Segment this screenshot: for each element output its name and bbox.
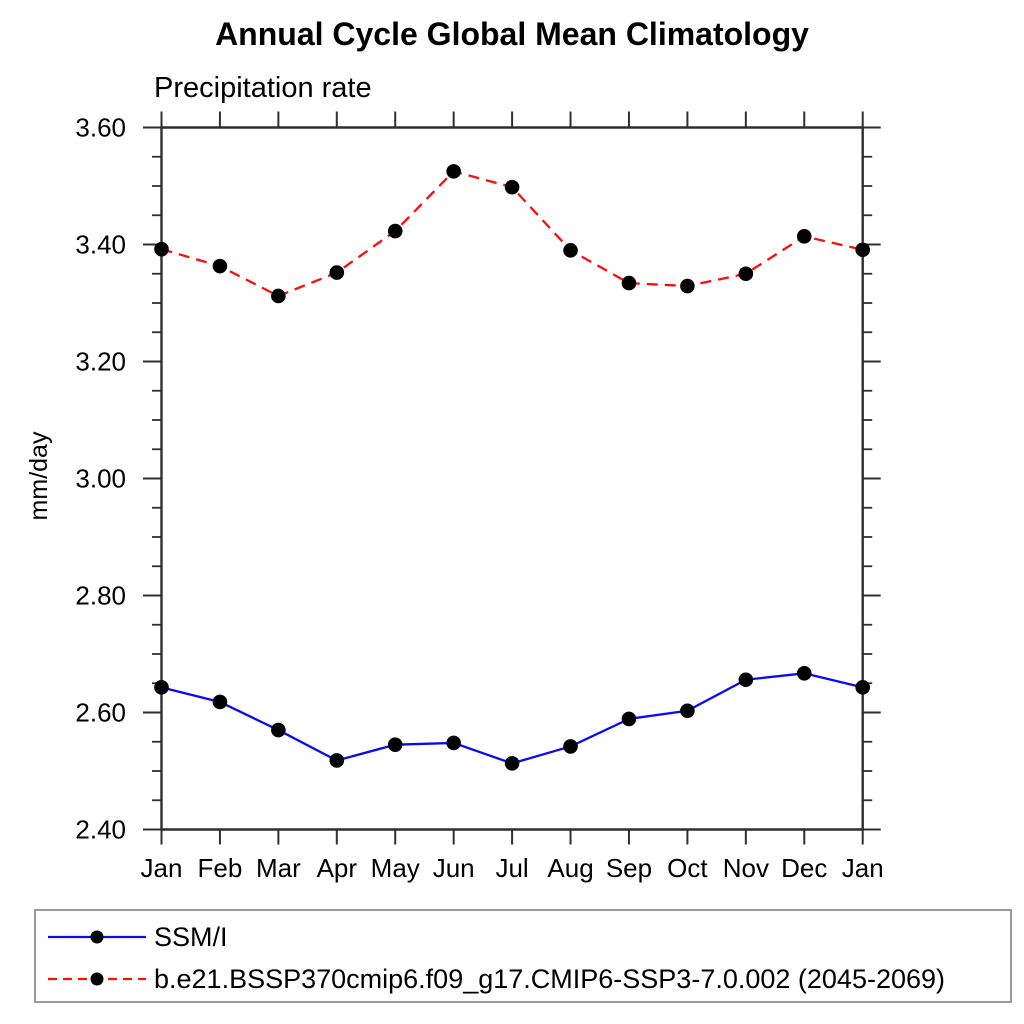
legend-marker-dot: [90, 930, 104, 944]
y-axis-label: mm/day: [25, 431, 53, 520]
series-line-0: [161, 672, 863, 765]
data-point-s1: [329, 265, 345, 280]
data-point-s0: [738, 672, 754, 688]
x-tick-label: Oct: [667, 853, 708, 883]
data-point-s0: [563, 739, 578, 754]
y-tick-label: 2.40: [75, 815, 126, 845]
data-point-s1: [504, 179, 520, 195]
data-point-s1: [271, 288, 286, 304]
data-point-s1: [446, 164, 461, 179]
data-point-s1: [154, 241, 169, 257]
legend-line-sample-dashed: [48, 972, 146, 986]
legend-line-sample-solid: [48, 930, 146, 944]
x-tick-label: Mar: [256, 853, 301, 883]
legend-label-ssmi: SSM/I: [154, 921, 228, 952]
data-point-s0: [855, 680, 870, 695]
y-tick-label: 3.40: [75, 230, 126, 260]
x-tick-label: May: [371, 853, 420, 883]
chart-title: Annual Cycle Global Mean Climatology: [215, 16, 809, 52]
data-point-s0: [446, 735, 461, 751]
y-tick-label: 3.60: [75, 113, 126, 143]
data-point-s0: [680, 703, 695, 719]
y-tick-label: 3.00: [75, 464, 126, 494]
data-point-s0: [154, 680, 169, 695]
x-tick-label: Apr: [317, 853, 358, 883]
data-point-s1: [796, 229, 812, 244]
x-tick-label: Aug: [547, 853, 593, 883]
data-point-s1: [680, 278, 695, 294]
x-tick-label: Dec: [781, 853, 827, 883]
legend-label-model-run: b.e21.BSSP370cmip6.f09_g17.CMIP6-SSP3-7.…: [154, 963, 946, 994]
data-point-s1: [738, 266, 754, 282]
x-tick-label: Jul: [495, 853, 528, 883]
axes: Jan Feb Mar Apr May Jun Jul Aug Sep Oct Nov Dec Jan 2…: [75, 111, 884, 883]
series-group: [154, 164, 870, 771]
legend-item-model-run: b.e21.BSSP370cmip6.f09_g17.CMIP6-SSP3-7.…: [42, 959, 945, 999]
data-point-s0: [329, 753, 345, 768]
legend-item-ssmi: SSM/I: [42, 917, 228, 957]
data-point-s1: [212, 258, 228, 274]
y-tick-label: 3.20: [75, 347, 126, 377]
data-point-s0: [621, 711, 637, 727]
data-point-s0: [796, 666, 812, 681]
legend-marker-dot: [90, 972, 104, 986]
data-point-s1: [563, 243, 578, 258]
data-point-s0: [212, 694, 228, 710]
x-tick-label: Jan: [842, 853, 884, 883]
x-tick-label: Feb: [198, 853, 243, 883]
data-point-s0: [387, 737, 403, 752]
chart-subtitle: Precipitation rate: [154, 72, 372, 104]
y-tick-label: 2.80: [75, 581, 126, 611]
data-point-s0: [271, 722, 286, 738]
legend-box: SSM/I b.e21.BSSP370cmip6.f09_g17.CMIP6-S…: [34, 909, 1012, 1003]
x-tick-label: Jan: [141, 853, 183, 883]
data-point-s1: [855, 242, 870, 258]
x-tick-label: Sep: [606, 853, 652, 883]
y-tick-label: 2.60: [75, 698, 126, 728]
data-point-s0: [504, 756, 520, 771]
x-tick-label: Jun: [433, 853, 475, 883]
data-point-s1: [621, 275, 637, 291]
x-tick-label: Nov: [723, 853, 769, 883]
data-point-s1: [387, 223, 403, 239]
